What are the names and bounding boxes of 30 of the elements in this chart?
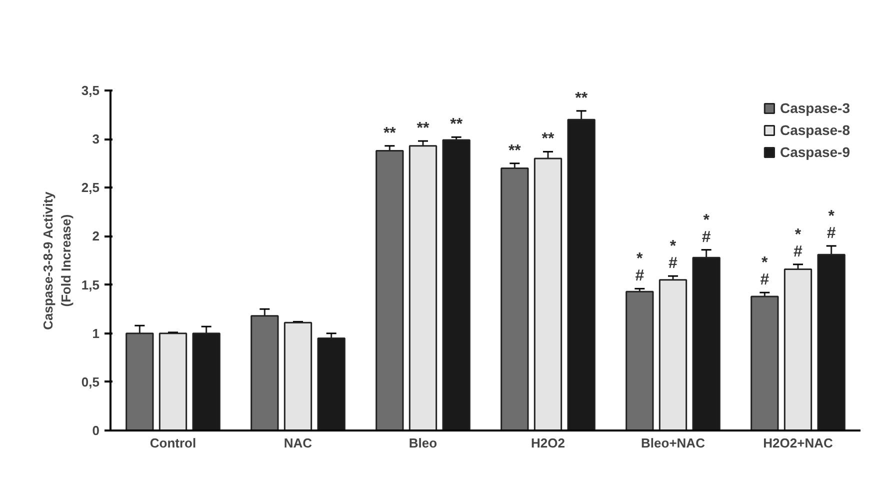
annotation: * #: [668, 238, 678, 272]
y-tick-label: 3: [92, 132, 100, 147]
annotation: * #: [794, 226, 803, 260]
x-tick-label: NAC: [284, 436, 313, 450]
y-tick-label: 0: [92, 423, 100, 438]
annotation: **: [575, 90, 588, 107]
y-tick-label: 2,5: [81, 180, 100, 196]
y-axis-title: Caspase-3-8-9 Activity (Fold Increase): [40, 190, 74, 330]
x-tick-label: H2O2: [531, 436, 565, 450]
annotation: **: [542, 130, 555, 148]
y-tick-label: 1,5: [81, 277, 100, 292]
y-tick-label: 1: [92, 326, 100, 341]
annotation: * #: [760, 254, 770, 289]
y-tick-label: 0,5: [81, 374, 100, 390]
legend-label: Caspase-3: [780, 100, 850, 116]
annotation: * #: [635, 250, 644, 285]
legend-label: Caspase-8: [780, 122, 850, 138]
x-tick-label: Bleo+NAC: [641, 436, 706, 450]
annotation: **: [508, 142, 522, 160]
x-tick-label: H2O2+NAC: [763, 436, 834, 450]
annotation: * #: [826, 208, 836, 242]
annotation: **: [383, 124, 397, 142]
y-tick-label: 2: [92, 228, 100, 244]
annotation: **: [416, 120, 430, 138]
annotation: **: [450, 116, 464, 134]
annotation: * #: [702, 212, 711, 246]
x-tick-label: Control: [150, 436, 196, 450]
legend-label: Caspase-9: [780, 144, 850, 160]
y-tick-label: 3,5: [81, 83, 100, 98]
x-tick-label: Bleo: [408, 436, 438, 450]
